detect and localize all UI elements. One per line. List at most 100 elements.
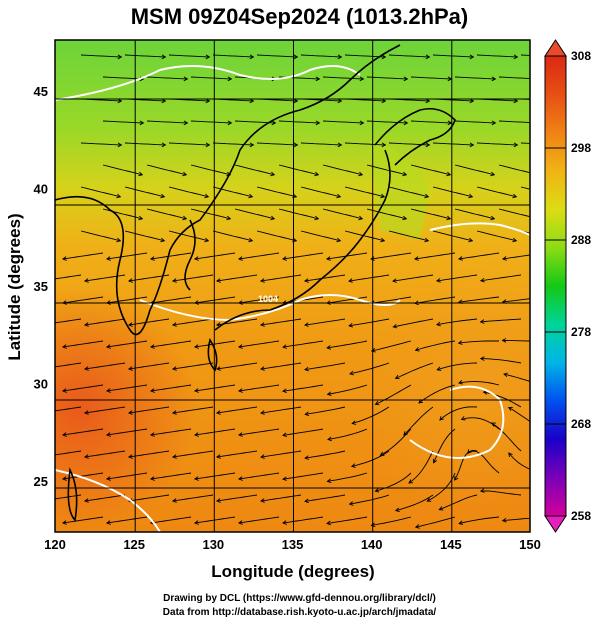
x-tick-label: 135 [282,537,304,552]
streamline [124,186,165,198]
streamline-arrowhead [205,142,211,148]
korean-peninsula-coast [184,219,196,291]
streamline-arrowhead [358,215,364,221]
streamline-arrowhead [260,366,265,371]
streamline-arrowhead [149,256,155,261]
streamline [432,230,473,242]
streamline [436,318,478,326]
streamline-arrowhead [160,193,166,199]
streamline [418,384,456,404]
streamline-arrowhead [215,498,221,503]
streamline-arrowhead [41,367,45,371]
graticule [55,40,530,532]
streamline-arrowhead [193,432,199,437]
streamline-arrowhead [534,216,538,220]
streamline-arrowhead [105,476,111,481]
streamline [172,362,214,370]
streamline-arrowhead [370,348,376,353]
streamline [476,186,517,198]
streamline [327,384,368,395]
streamline [194,252,236,260]
streamline [168,186,209,198]
streamline [102,76,144,80]
streamline [351,450,390,467]
streamline [146,208,187,220]
streamline [476,230,517,242]
streamline [467,450,500,474]
streamline [106,472,148,480]
streamline [238,384,280,392]
streamline-arrowhead [171,278,177,283]
streamline-arrowhead [468,193,474,199]
colorbar: 308 298 288 278 268 258 [544,39,591,533]
streamline-arrowhead [469,54,475,60]
streamline-arrowhead [358,171,364,177]
streamline-arrowhead [325,256,331,261]
streamline [260,274,302,282]
streamline-arrowhead [580,121,584,125]
streamline-arrowhead [160,237,166,243]
streamline [124,142,166,146]
streamline [304,362,346,371]
streamline [304,494,346,502]
streamline [80,186,121,198]
streamline [212,142,254,146]
streamline [234,208,275,220]
streamline-arrowhead [271,120,277,126]
streamline [366,164,407,176]
streamline [322,76,364,80]
streamline-arrowhead [204,237,210,243]
streamline [238,472,280,480]
streamline [216,362,258,370]
streamline [480,358,522,364]
streamline-arrowhead [374,400,380,406]
streamline [84,274,126,282]
colorbar-tick-label: 298 [571,141,591,155]
streamline-arrowhead [425,54,431,60]
streamline-arrowhead [490,171,496,177]
streamline [216,450,258,458]
streamline-arrowhead [304,498,309,504]
streamline-arrowhead [394,374,400,380]
streamline-arrowhead [348,323,354,328]
streamline-arrowhead [469,142,475,148]
streamline-arrowhead [193,476,199,481]
streamline-arrowhead [41,323,45,327]
streamline [395,362,434,379]
streamline [256,230,297,242]
streamline-arrowhead [336,237,342,243]
streamline [304,318,346,326]
streamline [322,208,363,220]
streamline-arrowhead [479,488,485,493]
streamline [371,340,412,352]
streamline-arrowhead [479,277,485,283]
streamline [194,384,236,392]
streamline [234,164,275,176]
streamline-arrowhead [536,77,540,81]
colorbar-tick-label: 278 [571,325,591,339]
streamline [80,142,122,146]
streamline [458,340,499,344]
streamline [194,340,236,348]
streamline [371,516,412,526]
streamline-arrowhead [248,237,254,243]
streamline-arrowhead [578,216,582,220]
hokkaido-coast [374,107,456,166]
streamline [84,494,126,502]
streamline-arrowhead [501,338,507,343]
streamline [344,230,385,242]
streamline [212,54,254,58]
honshu-coast [214,149,391,331]
streamline-arrowhead [491,76,497,82]
streamline-arrowhead [314,215,320,221]
streamline [476,54,518,58]
streamline-arrowhead [116,237,122,243]
streamline [62,384,104,392]
streamline-arrowhead [61,256,67,261]
streamline-arrowhead [237,476,243,481]
streamline [520,142,530,144]
streamline-arrowhead [326,345,332,350]
streamline-arrowhead [249,98,255,104]
streamline [278,120,320,124]
